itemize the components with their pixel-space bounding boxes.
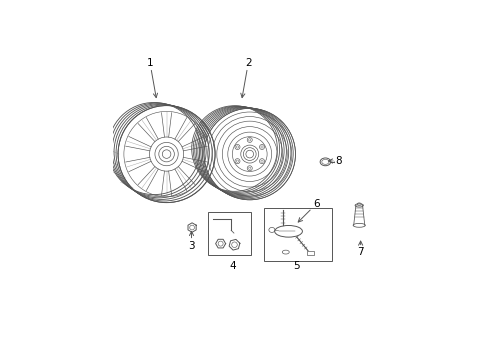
Bar (208, 212, 251, 255)
Text: 5: 5 (294, 261, 300, 271)
Text: 4: 4 (230, 261, 236, 271)
Text: 1: 1 (147, 58, 157, 98)
Bar (264, 208, 332, 261)
Text: 3: 3 (188, 231, 195, 251)
Text: 8: 8 (328, 156, 342, 166)
Text: 6: 6 (298, 199, 319, 222)
Text: 2: 2 (241, 58, 252, 98)
Text: 7: 7 (357, 241, 364, 257)
